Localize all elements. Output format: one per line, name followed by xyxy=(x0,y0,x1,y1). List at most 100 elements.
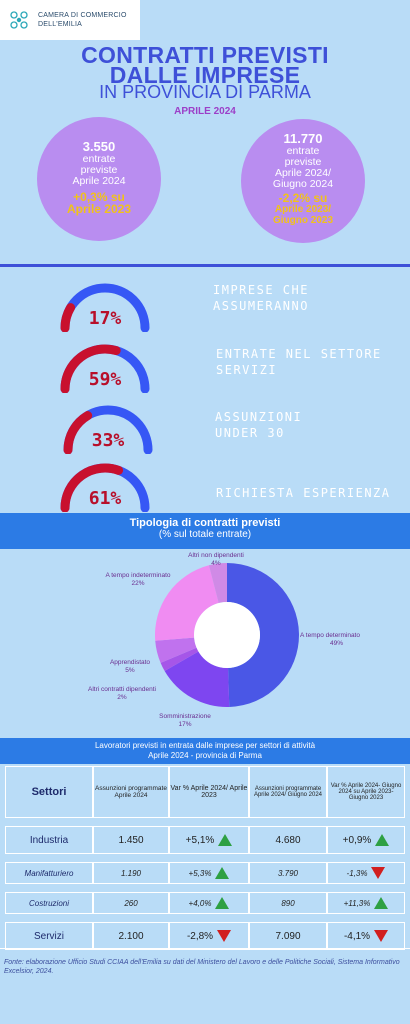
gauge-label-line: ASSUNZIONI xyxy=(215,410,303,424)
gauge-value: 33% xyxy=(92,430,125,451)
cell-var-apr-text: +5,3% xyxy=(188,868,212,878)
cell-assunzioni-trim-text: 890 xyxy=(281,898,295,908)
cell-assunzioni-trim-text: 7.090 xyxy=(275,930,301,942)
gauge-label: IMPRESE CHE ASSUMERANNO xyxy=(213,282,309,314)
gauge-label-line: ENTRATE NEL SETTORE xyxy=(216,347,382,361)
slice-label-apprendistato: Apprendistato 5% xyxy=(90,659,170,675)
cell-var-apr-text: +4,0% xyxy=(188,898,212,908)
donut-slice xyxy=(164,651,230,707)
logo-icon xyxy=(10,11,28,29)
slice-label-text: A tempo determinato xyxy=(300,632,360,639)
slice-label-indeterminato: A tempo indeterminato 22% xyxy=(88,572,188,588)
logo: CAMERA DI COMMERCIO DELL'EMILIA xyxy=(0,0,140,40)
kpi-variation-ref: Aprile 2023 xyxy=(66,202,132,216)
cell-var-trim: +11,3% xyxy=(327,892,405,914)
cell-assunzioni-trim-text: 3.790 xyxy=(277,868,299,878)
cell-var-trim-text: +0,9% xyxy=(342,834,372,846)
cell-assunzioni-trim: 4.680 xyxy=(249,826,327,854)
arrow-up-icon xyxy=(374,897,389,909)
kpi-circle-april: 3.550 entrate previste Aprile 2024 +0,3%… xyxy=(37,117,161,241)
table-title-line: Lavoratori previsti in entrata dalle imp… xyxy=(94,741,316,750)
slice-value: 17% xyxy=(178,721,192,728)
cell-assunzioni-apr-text: 2.100 xyxy=(118,930,144,942)
arrow-down-icon xyxy=(371,867,386,879)
period: APRILE 2024 xyxy=(174,106,236,117)
cell-var-trim: +0,9% xyxy=(327,826,405,854)
slice-label-altri-dipendenti: Altri contratti dipendenti 2% xyxy=(72,686,172,702)
gauge-label-line: UNDER 30 xyxy=(215,426,285,440)
logo-line1: CAMERA DI COMMERCIO xyxy=(38,12,127,19)
kpi-value: 3.550 xyxy=(82,139,116,154)
arrow-down-icon xyxy=(374,930,389,942)
slice-value: 4% xyxy=(211,560,221,567)
header-var-trim: Var % Aprile 2024- Giugno 2024 su Aprile… xyxy=(327,766,405,818)
donut-slice xyxy=(155,637,197,663)
gauge-value: 17% xyxy=(89,308,122,329)
cell-assunzioni-trim-text: 4.680 xyxy=(275,834,301,846)
header-var-apr: Var % Aprile 2024/ Aprile 2023 xyxy=(169,766,249,818)
header-assunzioni-trim: Assunzioni programmate Aprile 2024/ Giug… xyxy=(249,766,327,818)
cell-assunzioni-apr: 2.100 xyxy=(93,922,169,950)
donut-chart: A tempo determinato 49% Somministrazione… xyxy=(0,550,410,735)
table-row: Costruzioni 260 +4,0% 890 +11,3% xyxy=(5,892,405,914)
kpi-text: Giugno 2024 xyxy=(272,178,334,190)
kpi-variation-ref: Aprile 2023/ xyxy=(274,204,332,215)
cell-var-apr-text: +5,1% xyxy=(185,834,215,846)
cell-var-trim-text: -1,3% xyxy=(346,868,368,878)
header-assunzioni-apr: Assunzioni programmate Aprile 2024 xyxy=(93,766,169,818)
slice-label-text: Altri contratti dipendenti xyxy=(88,686,156,693)
kpi-text: Aprile 2024 xyxy=(72,175,126,187)
donut-slice xyxy=(155,565,219,641)
cell-assunzioni-trim: 7.090 xyxy=(249,922,327,950)
cell-settore: Manifatturiero xyxy=(5,862,93,884)
donut-slice xyxy=(227,563,299,707)
kpi-text: previste xyxy=(284,156,322,168)
kpi-text: entrate xyxy=(82,153,116,165)
cell-var-apr: -2,8% xyxy=(169,922,249,950)
kpi-text: entrate xyxy=(286,145,320,157)
cell-assunzioni-apr: 1.190 xyxy=(93,862,169,884)
title-line1: CONTRATTI PREVISTI xyxy=(81,42,329,68)
kpi-variation-ref: Giugno 2023 xyxy=(272,215,333,226)
cell-settore-text: Servizi xyxy=(33,930,64,942)
sector-table: Settori Assunzioni programmate Aprile 20… xyxy=(5,766,405,958)
slice-label-text: A tempo indeterminato xyxy=(105,572,171,579)
cell-var-apr-text: -2,8% xyxy=(186,930,214,942)
slice-value: 22% xyxy=(131,580,145,587)
gauge-label: ASSUNZIONI UNDER 30 xyxy=(215,409,302,441)
table-header-row: Settori Assunzioni programmate Aprile 20… xyxy=(5,766,405,818)
cell-var-trim: -1,3% xyxy=(327,862,405,884)
cell-assunzioni-apr: 260 xyxy=(93,892,169,914)
gauge-label-line: IMPRESE CHE xyxy=(213,283,309,297)
gauge-esperienza: 61% xyxy=(60,463,150,512)
cell-var-apr: +4,0% xyxy=(169,892,249,914)
title-line2: DALLE IMPRESE xyxy=(109,62,301,88)
kpi-text: previste xyxy=(80,164,118,176)
cell-assunzioni-apr-text: 1.190 xyxy=(120,868,142,878)
divider xyxy=(0,264,410,267)
chart-title: Tipologia di contratti previsti xyxy=(129,517,281,529)
slice-label-somministrazione: Somministrazione 17% xyxy=(140,713,230,729)
table-title: Lavoratori previsti in entrata dalle imp… xyxy=(0,738,410,764)
logo-line2: DELL'EMILIA xyxy=(38,21,82,28)
arrow-up-icon xyxy=(215,897,230,909)
slice-value: 5% xyxy=(125,667,135,674)
header-settori: Settori xyxy=(5,766,93,818)
cell-assunzioni-apr: 1.450 xyxy=(93,826,169,854)
gauge-label-line: SERVIZI xyxy=(216,363,278,377)
gauge-label: ENTRATE NEL SETTORE SERVIZI xyxy=(216,346,382,378)
kpi-variation: +0,3% su xyxy=(73,190,125,204)
donut-hole xyxy=(194,602,260,668)
cell-assunzioni-trim: 3.790 xyxy=(249,862,327,884)
title-line3: IN PROVINCIA DI PARMA xyxy=(99,82,311,102)
slice-label-text: Somministrazione xyxy=(159,713,211,720)
slice-value: 49% xyxy=(330,640,344,647)
cell-assunzioni-apr-text: 1.450 xyxy=(118,834,144,846)
kpi-variation: -2,2% su xyxy=(278,191,328,205)
kpi-value: 11.770 xyxy=(283,131,323,146)
gauge-under30: 33% xyxy=(63,405,153,454)
cell-var-trim-text: -4,1% xyxy=(343,930,371,942)
arrow-down-icon xyxy=(217,930,232,942)
slice-label-text: Altri non dipendenti xyxy=(188,552,244,559)
gauge-label-line: ASSUMERANNO xyxy=(213,299,309,313)
